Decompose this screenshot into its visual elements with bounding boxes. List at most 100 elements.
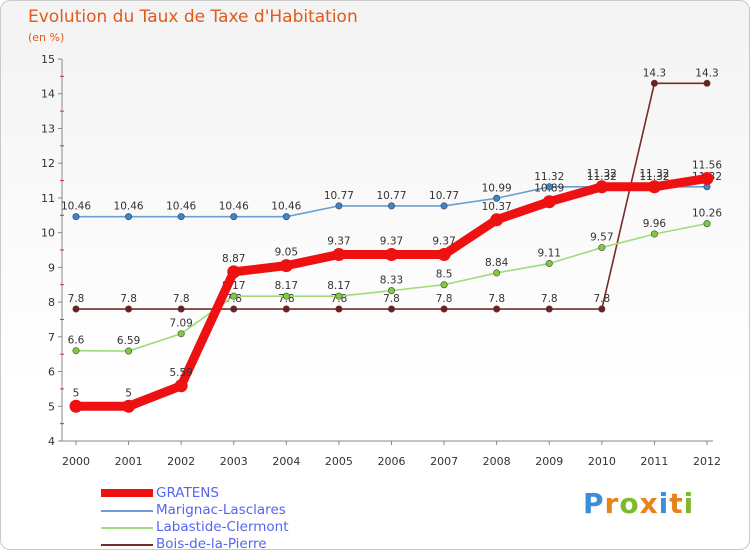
x-tick-label: 2008	[483, 455, 511, 468]
legend-label-marignac-lasclares: Marignac-Lasclares	[156, 502, 286, 518]
data-point-labastide-clermont	[440, 281, 448, 289]
data-point-gratens	[332, 248, 346, 262]
data-label-labastide-clermont: 7.09	[169, 318, 192, 330]
data-point-bois-de-la-pierre	[650, 79, 658, 87]
data-label-marignac-lasclares: 10.99	[482, 182, 512, 194]
data-point-marignac-lasclares	[387, 202, 395, 210]
y-tick-label: 10	[41, 227, 55, 240]
data-label-marignac-lasclares: 10.46	[61, 201, 91, 213]
data-point-gratens	[227, 265, 241, 279]
data-label-bois-de-la-pierre: 7.8	[593, 293, 610, 305]
data-label-labastide-clermont: 9.11	[538, 248, 561, 260]
x-tick-label: 2001	[115, 455, 143, 468]
data-point-bois-de-la-pierre	[125, 305, 133, 313]
data-label-labastide-clermont: 6.59	[117, 335, 140, 347]
data-label-bois-de-la-pierre: 7.8	[541, 293, 558, 305]
y-tick-label: 11	[41, 192, 55, 205]
data-label-gratens: 11.56	[692, 159, 722, 171]
y-tick-label: 5	[48, 400, 55, 413]
logo-letter: P	[583, 487, 605, 520]
data-point-gratens	[542, 195, 556, 209]
data-point-gratens	[490, 213, 504, 227]
data-label-gratens: 9.37	[380, 236, 403, 248]
data-label-marignac-lasclares: 10.46	[114, 201, 144, 213]
y-tick-label: 6	[48, 366, 55, 379]
data-point-labastide-clermont	[545, 260, 553, 268]
data-point-labastide-clermont	[230, 292, 238, 300]
x-tick-label: 2005	[325, 455, 353, 468]
y-tick-label: 8	[48, 296, 55, 309]
data-point-labastide-clermont	[650, 230, 658, 238]
data-point-labastide-clermont	[387, 287, 395, 295]
data-label-gratens: 10.89	[534, 183, 564, 195]
x-tick-label: 2003	[220, 455, 248, 468]
data-point-bois-de-la-pierre	[177, 305, 185, 313]
data-label-gratens: 9.37	[432, 236, 455, 248]
logo-letter: o	[619, 487, 640, 520]
data-point-marignac-lasclares	[177, 213, 185, 221]
x-tick-label: 2006	[378, 455, 406, 468]
x-tick-label: 2011	[640, 455, 668, 468]
data-label-labastide-clermont: 8.5	[436, 269, 453, 281]
data-label-gratens: 5	[73, 387, 80, 399]
y-tick-label: 13	[41, 122, 55, 135]
chart-title: Evolution du Taux de Taxe d'Habitation	[28, 7, 358, 27]
data-label-marignac-lasclares: 10.77	[324, 190, 354, 202]
data-point-marignac-lasclares	[545, 183, 553, 191]
y-tick-label: 4	[48, 435, 55, 448]
data-point-marignac-lasclares	[72, 213, 80, 221]
data-label-bois-de-la-pierre: 7.8	[488, 293, 505, 305]
data-point-gratens	[385, 248, 398, 262]
logo-letter: i	[683, 487, 695, 520]
data-point-bois-de-la-pierre	[493, 305, 501, 313]
data-point-bois-de-la-pierre	[335, 305, 343, 313]
legend-label-bois-de-la-pierre: Bois-de-la-Pierre	[156, 536, 267, 550]
data-label-marignac-lasclares: 10.46	[219, 201, 249, 213]
logo-letter: x	[639, 487, 659, 520]
data-label-gratens: 5	[125, 387, 132, 399]
data-point-labastide-clermont	[72, 347, 80, 355]
data-label-bois-de-la-pierre: 14.3	[643, 67, 666, 79]
data-label-gratens: 5.59	[169, 367, 192, 379]
data-label-marignac-lasclares: 10.46	[166, 201, 196, 213]
data-label-gratens: 11.32	[587, 168, 617, 180]
data-point-labastide-clermont	[493, 269, 501, 277]
data-label-marignac-lasclares: 10.46	[271, 201, 301, 213]
data-point-marignac-lasclares	[125, 213, 133, 221]
data-label-bois-de-la-pierre: 7.8	[383, 293, 400, 305]
data-point-bois-de-la-pierre	[72, 305, 80, 313]
data-label-labastide-clermont: 9.57	[590, 232, 613, 244]
data-point-gratens	[174, 379, 188, 393]
data-point-marignac-lasclares	[440, 202, 448, 210]
data-point-gratens	[122, 399, 136, 413]
data-label-marignac-lasclares: 11.32	[587, 171, 617, 183]
legend-swatch-marignac-lasclares	[101, 510, 153, 512]
legend-label-gratens: GRATENS	[156, 485, 219, 501]
data-point-labastide-clermont	[125, 347, 133, 355]
data-point-labastide-clermont	[282, 292, 290, 300]
data-label-labastide-clermont: 8.17	[275, 280, 298, 292]
legend-swatch-labastide-clermont	[101, 527, 153, 529]
logo-letter: t	[669, 487, 684, 520]
data-label-labastide-clermont: 8.17	[327, 280, 350, 292]
data-label-marignac-lasclares: 10.77	[376, 190, 406, 202]
data-label-marignac-lasclares: 10.77	[429, 190, 459, 202]
data-label-gratens: 8.87	[222, 253, 245, 265]
data-point-bois-de-la-pierre	[230, 305, 238, 313]
data-point-bois-de-la-pierre	[545, 305, 553, 313]
y-tick-label: 7	[48, 331, 55, 344]
data-label-bois-de-la-pierre: 7.8	[68, 293, 85, 305]
data-label-labastide-clermont: 10.26	[692, 208, 722, 220]
data-point-bois-de-la-pierre	[282, 305, 290, 313]
data-point-marignac-lasclares	[493, 194, 501, 202]
legend-swatch-bois-de-la-pierre	[101, 544, 153, 546]
data-point-bois-de-la-pierre	[440, 305, 448, 313]
data-point-marignac-lasclares	[282, 213, 290, 221]
data-point-labastide-clermont	[177, 330, 185, 338]
data-label-gratens: 9.37	[327, 236, 350, 248]
data-point-labastide-clermont	[703, 220, 711, 228]
legend-label-labastide-clermont: Labastide-Clermont	[156, 519, 289, 535]
data-label-gratens: 11.32	[639, 168, 669, 180]
chart-subtitle: (en %)	[28, 31, 65, 44]
